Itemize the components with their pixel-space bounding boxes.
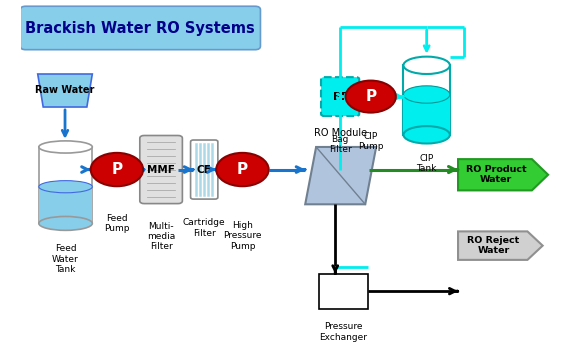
Polygon shape xyxy=(458,159,548,190)
Text: P: P xyxy=(365,89,376,104)
Bar xyxy=(319,274,368,309)
Polygon shape xyxy=(38,74,92,107)
Ellipse shape xyxy=(404,56,450,74)
Polygon shape xyxy=(305,147,376,204)
Text: BF: BF xyxy=(332,91,348,102)
Text: P: P xyxy=(237,162,248,177)
FancyBboxPatch shape xyxy=(321,77,359,116)
Text: RO Reject
Water: RO Reject Water xyxy=(467,236,520,255)
Ellipse shape xyxy=(39,216,92,231)
FancyBboxPatch shape xyxy=(190,140,218,199)
Bar xyxy=(404,65,450,135)
Text: Feed
Pump: Feed Pump xyxy=(104,214,129,233)
FancyBboxPatch shape xyxy=(140,136,182,204)
Ellipse shape xyxy=(39,181,92,193)
Text: Brackish Water RO Systems: Brackish Water RO Systems xyxy=(26,20,255,36)
Text: P: P xyxy=(111,162,123,177)
Circle shape xyxy=(91,153,143,186)
Bar xyxy=(39,187,92,223)
Text: Feed
Water
Tank: Feed Water Tank xyxy=(52,244,79,274)
Bar xyxy=(404,95,450,135)
Text: Cartridge
Filter: Cartridge Filter xyxy=(183,218,226,238)
Text: Multi-
media
Filter: Multi- media Filter xyxy=(147,222,175,251)
Ellipse shape xyxy=(404,126,450,143)
Text: High
Pressure
Pump: High Pressure Pump xyxy=(223,221,262,251)
Text: CIP
Pump: CIP Pump xyxy=(358,132,384,151)
Polygon shape xyxy=(458,232,543,260)
Ellipse shape xyxy=(404,86,450,103)
Text: MMF: MMF xyxy=(147,164,175,174)
Text: Bag
Filter: Bag Filter xyxy=(329,135,352,154)
Text: CF: CF xyxy=(197,164,211,174)
Bar xyxy=(39,147,92,223)
Text: RO Module: RO Module xyxy=(314,128,367,138)
Circle shape xyxy=(216,153,268,186)
Circle shape xyxy=(345,80,396,113)
FancyBboxPatch shape xyxy=(21,6,260,50)
Text: CIP
Tank: CIP Tank xyxy=(417,154,437,173)
Text: Raw Water: Raw Water xyxy=(35,85,95,95)
Ellipse shape xyxy=(39,141,92,153)
Text: Pressure
Exchanger: Pressure Exchanger xyxy=(319,322,368,342)
Text: RO Product
Water: RO Product Water xyxy=(466,165,526,185)
